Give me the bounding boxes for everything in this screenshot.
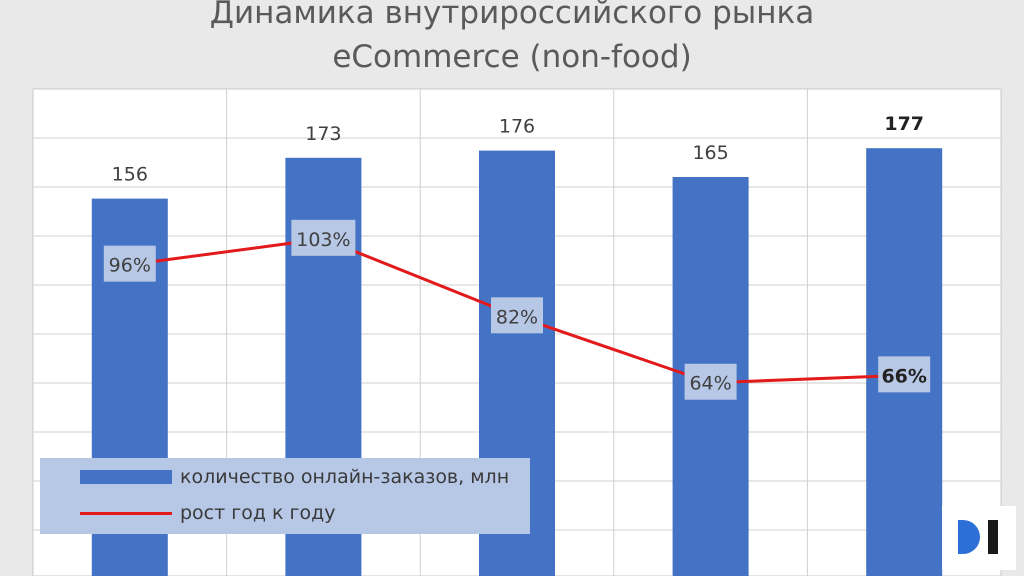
line-value-label: 66%	[881, 365, 926, 387]
line-data-labels: 96% 103% 82% 64% 66%	[103, 219, 931, 400]
logo-letter-i	[988, 520, 998, 554]
legend-swatch-line	[80, 511, 172, 515]
chart-title: Динамика внутрироссийского рынка	[209, 0, 815, 31]
line-value-label: 103%	[296, 229, 350, 251]
legend-item-line: рост год к году	[80, 502, 336, 524]
legend-item-bars: количество онлайн-заказов, млн	[80, 466, 509, 488]
bar-value-label: 165	[692, 142, 728, 164]
line-value-label: 96%	[109, 255, 151, 277]
line-label-box	[491, 297, 543, 334]
line-label-box	[878, 356, 931, 393]
bar-value-label: 173	[305, 123, 341, 145]
line-label-box	[684, 363, 737, 400]
bar-value-label: 177	[884, 113, 924, 135]
bar-value-label: 156	[112, 164, 148, 186]
legend-label-bars: количество онлайн-заказов, млн	[180, 466, 510, 488]
legend-swatch-bar	[80, 470, 172, 484]
line-value-label: 64%	[689, 373, 731, 395]
di-logo	[942, 506, 1016, 570]
legend-label-line: рост год к году	[180, 502, 336, 524]
line-value-label: 82%	[496, 306, 538, 328]
bar-data-labels: 156 173 176 165 177	[112, 113, 924, 185]
chart-subtitle: eCommerce (non-food)	[332, 39, 692, 75]
line-label-box	[291, 219, 356, 256]
logo-letter-d	[958, 520, 980, 554]
bar-value-label: 176	[499, 116, 535, 138]
legend: количество онлайн-заказов, млн рост год …	[40, 458, 530, 534]
line-label-box	[103, 245, 156, 282]
